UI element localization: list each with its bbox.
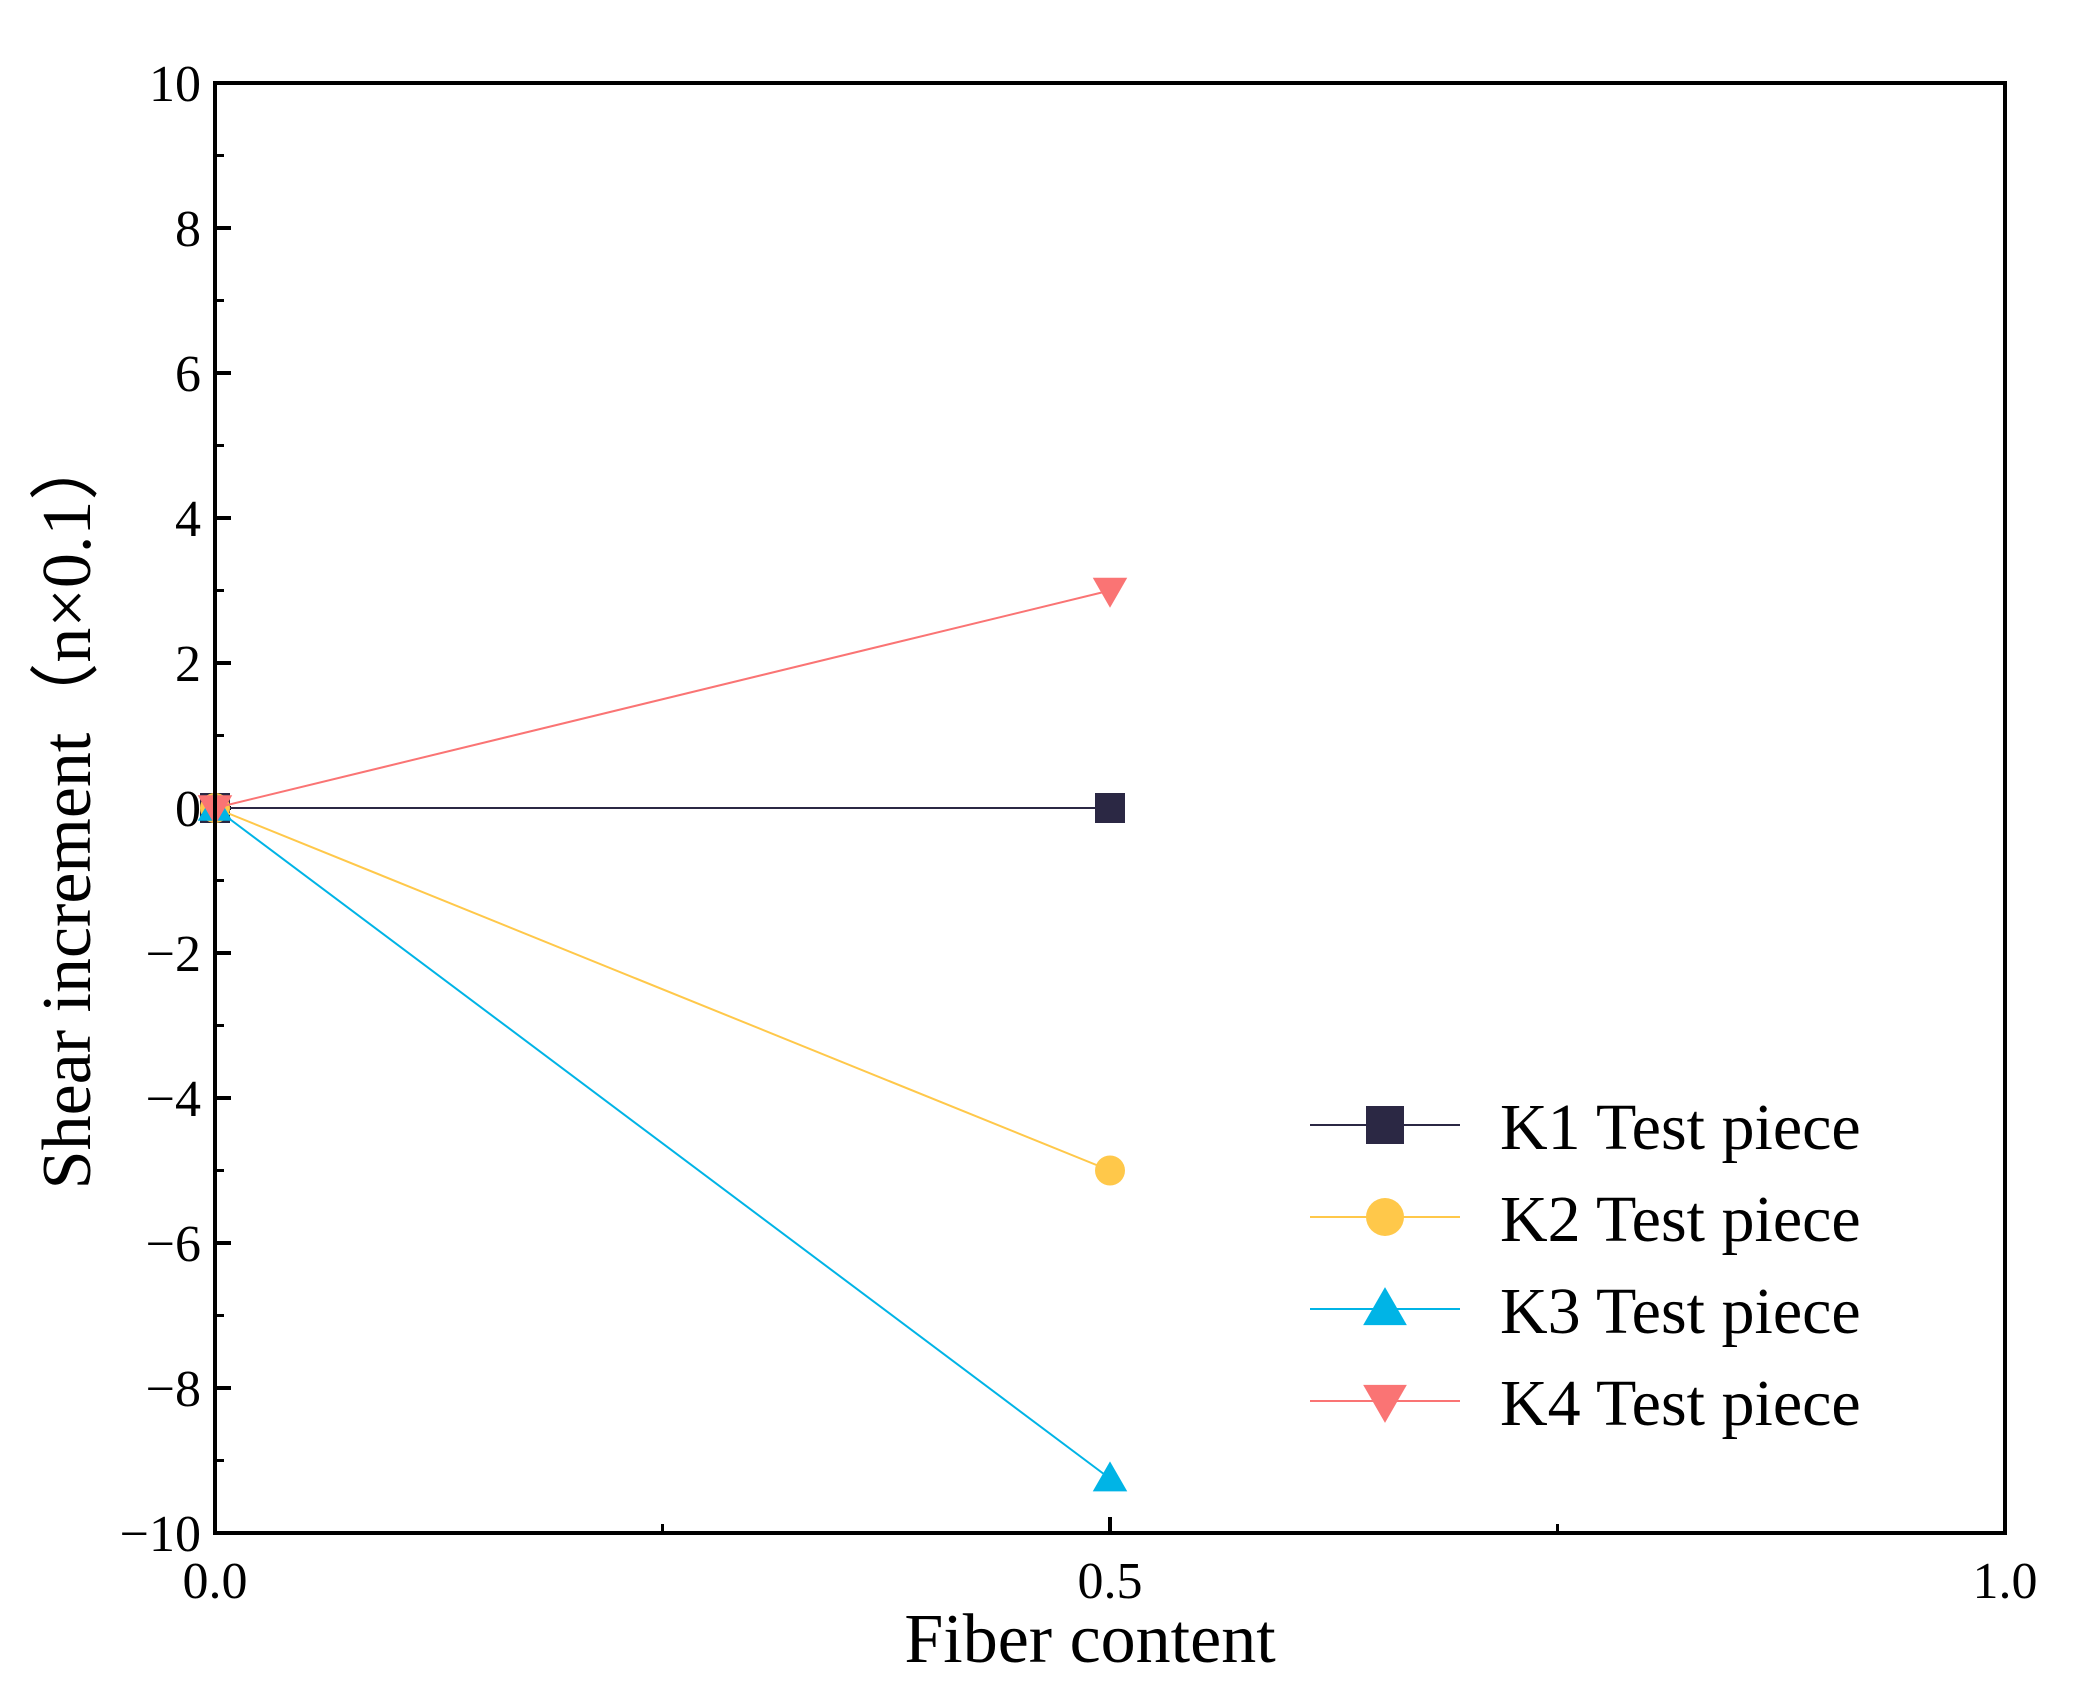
legend-item-2: K2 Test piece <box>1310 1183 1861 1256</box>
legend-marker <box>1363 1384 1407 1423</box>
legend-marker <box>1363 1287 1407 1326</box>
x-axis-title: Fiber content <box>904 1601 1276 1678</box>
y-axis-title: Shear increment（n×0.1） <box>29 431 106 1190</box>
legend-item-3: K3 Test piece <box>1310 1275 1861 1348</box>
y-tick-label: −2 <box>146 926 201 983</box>
legend: K1 Test piece K2 Test piece K3 Test piece K… <box>1310 1091 1861 1440</box>
legend-label: K3 Test piece <box>1500 1275 1861 1348</box>
legend-label: K1 Test piece <box>1500 1091 1861 1164</box>
legend-item-1: K1 Test piece <box>1310 1091 1861 1164</box>
series-4 <box>197 577 1128 826</box>
legend-marker <box>1366 1198 1404 1236</box>
legend-label: K2 Test piece <box>1500 1183 1861 1256</box>
series-1 <box>200 793 1125 823</box>
x-tick-label: 1.0 <box>1973 1553 2038 1610</box>
legend-marker <box>1366 1106 1404 1144</box>
data-point <box>1095 793 1125 823</box>
series-line <box>214 589 1111 809</box>
x-tick-label: 0.5 <box>1078 1553 1143 1610</box>
legend-label: K4 Test piece <box>1500 1367 1861 1440</box>
y-tick-label: 10 <box>149 56 201 113</box>
y-tick-label: −8 <box>146 1361 201 1418</box>
y-tick-label: 4 <box>175 491 201 548</box>
legend-item-4: K4 Test piece <box>1310 1367 1861 1440</box>
series-3 <box>197 790 1128 1492</box>
y-tick-label: −4 <box>146 1071 201 1128</box>
x-tick-label: 0.0 <box>183 1553 248 1610</box>
y-tick-label: 2 <box>175 636 201 693</box>
series-line <box>214 807 1111 1480</box>
y-tick-label: 8 <box>175 201 201 258</box>
y-tick-label: −10 <box>120 1506 201 1563</box>
data-point <box>1095 1155 1125 1186</box>
plot-frame <box>213 81 2007 1535</box>
data-point <box>1092 577 1128 608</box>
series-2 <box>200 793 1125 1186</box>
y-tick-label: 6 <box>175 346 201 403</box>
series-line <box>214 807 1111 1172</box>
data-point <box>1092 1461 1128 1492</box>
y-tick-label: −6 <box>146 1216 201 1273</box>
y-tick-label: 0 <box>175 781 201 838</box>
ticks-layer: −10 −8 −6 −4 −2 0 2 4 6 8 10 0.0 0.5 1.0 <box>120 56 2038 1610</box>
series-layer <box>197 577 1128 1492</box>
